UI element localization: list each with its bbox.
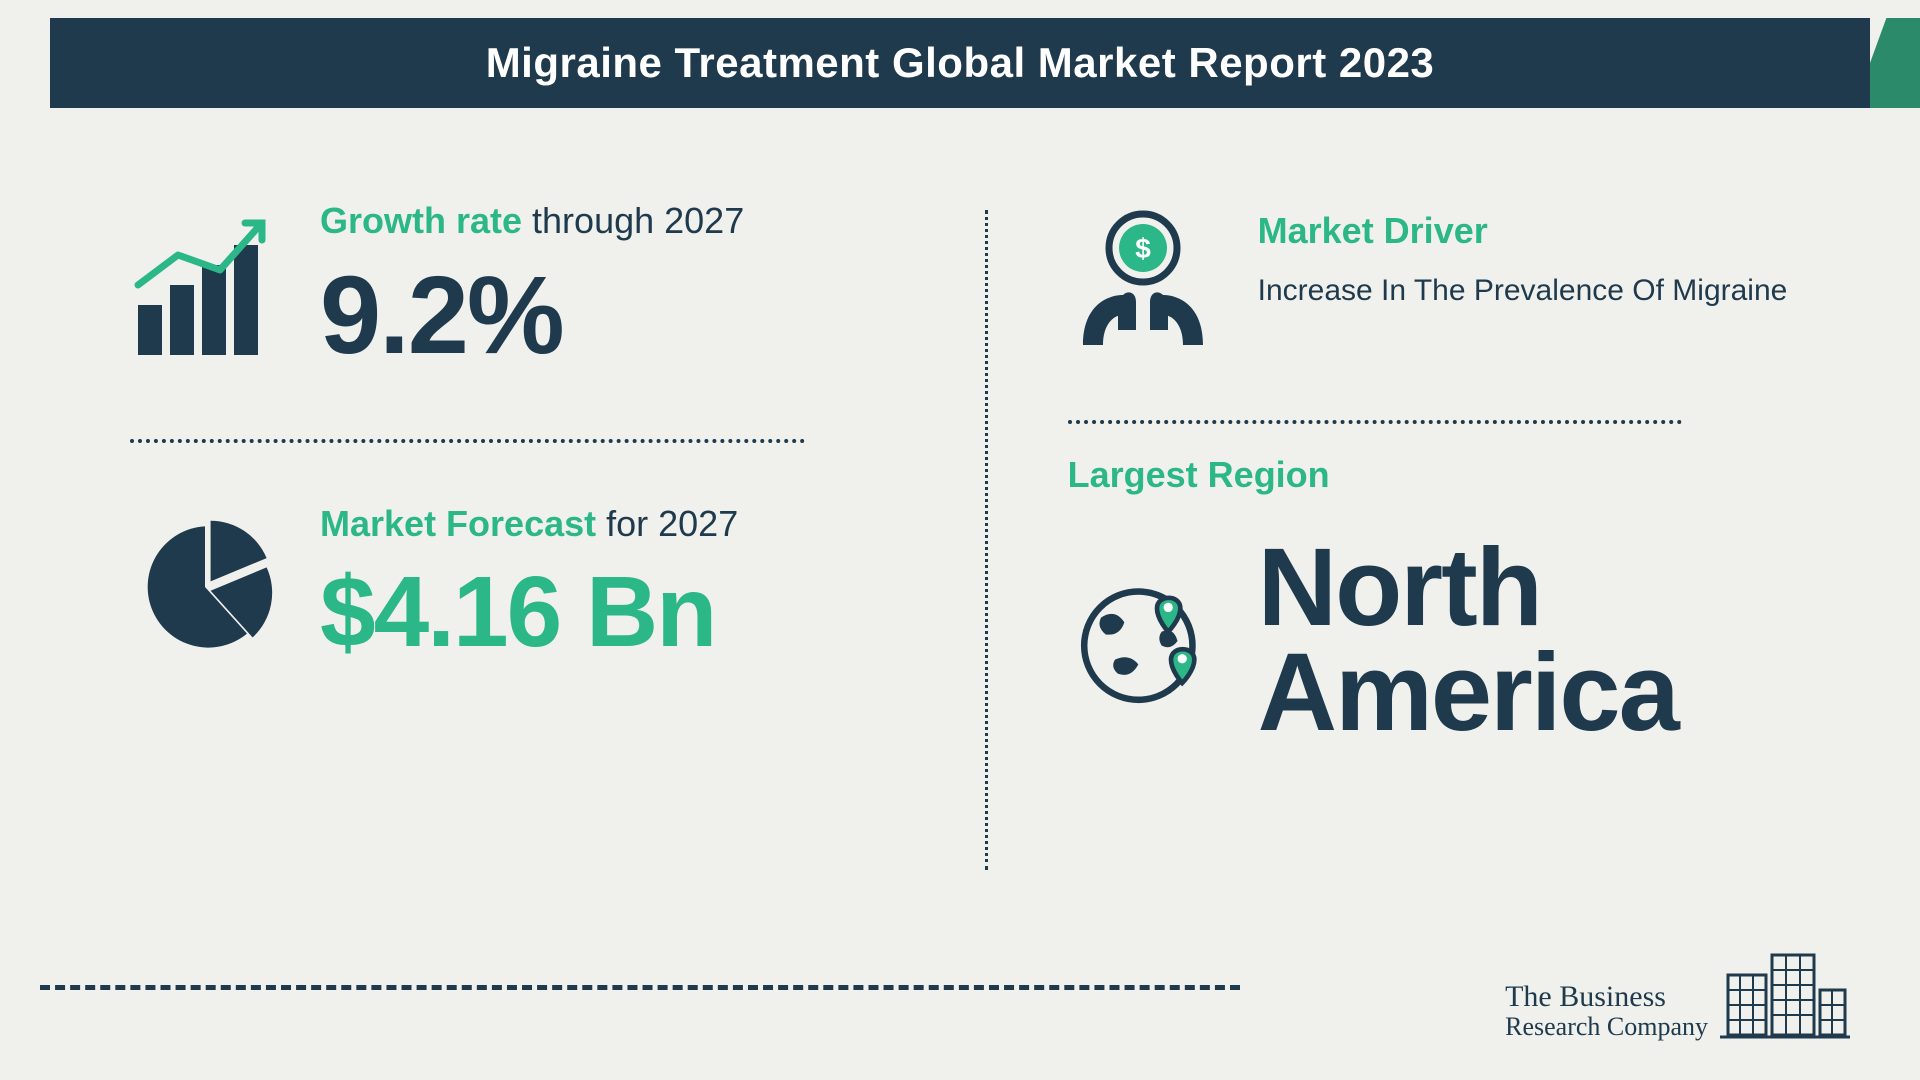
- logo-text: The Business Research Company: [1505, 981, 1708, 1040]
- forecast-label-period: for 2027: [596, 503, 738, 544]
- content-grid: Growth rate through 2027 9.2% Market For…: [130, 180, 1790, 940]
- growth-label-accent: Growth rate: [320, 200, 522, 241]
- growth-value: 9.2%: [320, 252, 925, 379]
- logo-buildings-icon: [1720, 940, 1850, 1040]
- forecast-block: Market Forecast for 2027 $4.16 Bn: [130, 483, 925, 700]
- forecast-value: $4.16 Bn: [320, 555, 925, 670]
- region-block: Largest Region North: [1068, 454, 1790, 745]
- logo-line1: The Business: [1505, 981, 1708, 1013]
- left-column: Growth rate through 2027 9.2% Market For…: [130, 180, 985, 940]
- title-banner: Migraine Treatment Global Market Report …: [50, 18, 1870, 108]
- forecast-label-accent: Market Forecast: [320, 503, 596, 544]
- growth-chart-icon: [130, 215, 280, 365]
- growth-text: Growth rate through 2027 9.2%: [320, 200, 925, 379]
- divider-left: [130, 439, 805, 443]
- forecast-text: Market Forecast for 2027 $4.16 Bn: [320, 503, 925, 670]
- bottom-dashed-line: [40, 985, 1240, 990]
- region-label: Largest Region: [1068, 454, 1790, 496]
- globe-pins-icon: [1068, 566, 1218, 716]
- driver-description: Increase In The Prevalence Of Migraine: [1258, 270, 1790, 312]
- region-text: North America: [1258, 536, 1678, 745]
- region-value-line2: America: [1258, 641, 1678, 746]
- market-driver-block: $ Market Driver Increase In The Prevalen…: [1068, 180, 1790, 380]
- logo-line2: Research Company: [1505, 1013, 1708, 1040]
- driver-label: Market Driver: [1258, 210, 1790, 252]
- growth-rate-block: Growth rate through 2027 9.2%: [130, 180, 925, 409]
- forecast-label: Market Forecast for 2027: [320, 503, 925, 545]
- corner-accent: [1870, 18, 1920, 108]
- report-title: Migraine Treatment Global Market Report …: [486, 39, 1435, 87]
- growth-label-period: through 2027: [522, 200, 744, 241]
- growth-label: Growth rate through 2027: [320, 200, 925, 242]
- divider-right: [1068, 420, 1682, 424]
- right-column: $ Market Driver Increase In The Prevalen…: [988, 180, 1790, 940]
- svg-text:$: $: [1135, 233, 1151, 264]
- driver-text: Market Driver Increase In The Prevalence…: [1258, 200, 1790, 312]
- hands-coin-icon: $: [1068, 200, 1218, 350]
- pie-chart-icon: [130, 512, 280, 662]
- company-logo: The Business Research Company: [1505, 940, 1850, 1040]
- region-value-line1: North: [1258, 536, 1678, 641]
